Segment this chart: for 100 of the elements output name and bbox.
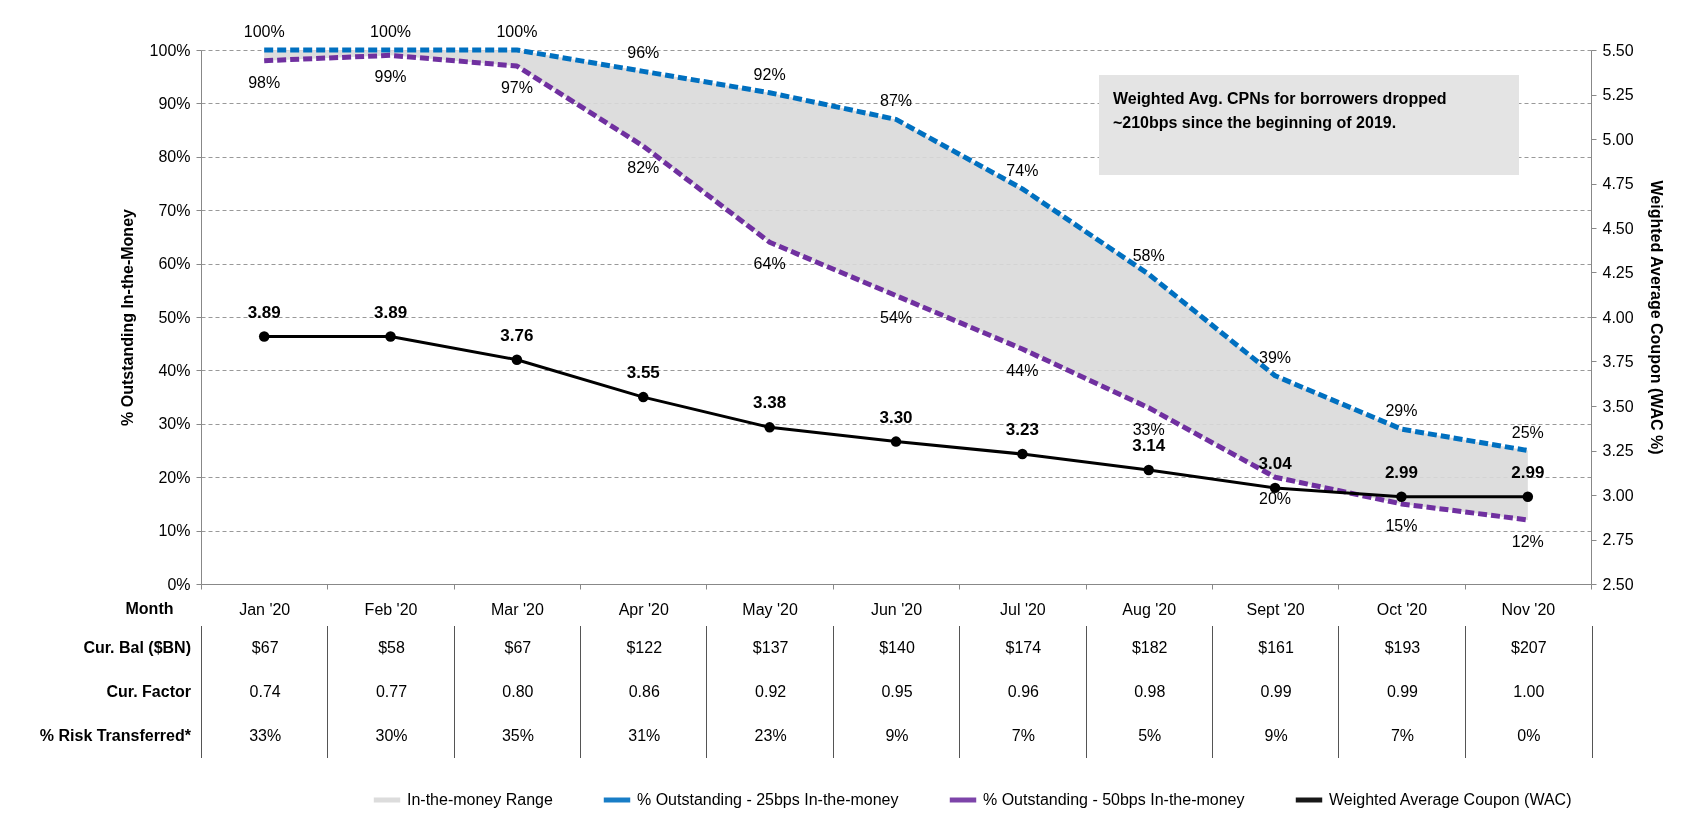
data-label: 74%	[1006, 161, 1039, 179]
data-label: 29%	[1385, 402, 1418, 420]
text: 5%	[1085, 714, 1213, 758]
data-label: 3.04	[1258, 453, 1293, 473]
y2-tick-label: 5.25	[1602, 86, 1634, 103]
legend-label: % Outstanding - 25bps In-the-money	[637, 791, 899, 808]
point	[258, 331, 270, 342]
y2-tick-label: 5.50	[1602, 41, 1634, 59]
text: 23%	[706, 714, 834, 758]
data-label: 99%	[374, 68, 407, 86]
x-tick-label: Jun '20	[870, 600, 923, 618]
y-tick-label: 40%	[158, 361, 191, 379]
point	[764, 422, 775, 433]
y2-tick-label: 3.50	[1602, 397, 1634, 415]
text: 0.92	[706, 670, 834, 714]
point	[385, 331, 396, 342]
data-label: 58%	[1132, 247, 1165, 265]
text: $137	[706, 626, 834, 670]
data-label: 100%	[496, 23, 538, 40]
text: $193	[1338, 626, 1466, 670]
text: 33%	[201, 714, 329, 758]
data-label: 87%	[879, 92, 913, 110]
data-label: 97%	[500, 79, 533, 97]
note-box: Weighted Avg. CPNs for borrowers dropped ~210bps since the beginning of 2019.	[1098, 75, 1519, 175]
y-tick-label: 80%	[158, 148, 191, 166]
x-axis-title: Month	[125, 599, 174, 617]
y2-tick-label: 4.50	[1602, 219, 1634, 237]
y2-axis-title: Weighted Average Coupon (WAC %)	[1647, 180, 1665, 455]
text: 0.86	[580, 670, 708, 714]
text: $122	[580, 626, 708, 670]
point	[1143, 464, 1154, 476]
y-tick-label: 60%	[158, 255, 191, 273]
text: 0.80	[453, 670, 582, 714]
data-label: 15%	[1385, 516, 1418, 534]
x-tick-label: Jan '20	[239, 600, 291, 618]
text: 0.98	[1085, 670, 1213, 714]
data-label: 39%	[1259, 348, 1292, 366]
data-label: 3.89	[247, 302, 281, 322]
data-label: 3.23	[1005, 420, 1039, 440]
y-tick-label: 20%	[158, 468, 191, 486]
data-label: 100%	[370, 23, 412, 40]
data-label: 44%	[1006, 362, 1039, 380]
text: 0.77	[327, 670, 455, 714]
legend-label: % Outstanding - 50bps In-the-money	[983, 791, 1245, 808]
data-label: 64%	[753, 255, 786, 273]
data-label: 92%	[753, 65, 786, 83]
text: $58	[327, 626, 455, 670]
text: Cur. Bal ($BN)	[83, 638, 191, 658]
text: 0%	[1464, 714, 1593, 758]
x-tick-label: Jul '20	[999, 600, 1046, 618]
data-label: 98%	[248, 73, 281, 91]
data-label: 25%	[1511, 423, 1544, 441]
text: % Risk Transferred*	[39, 726, 191, 746]
point	[511, 354, 523, 365]
y-tick-label: 70%	[158, 201, 191, 219]
y-tick-label: 50%	[158, 308, 191, 326]
data-label: 82%	[627, 159, 660, 177]
text: 7%	[1338, 714, 1466, 758]
text: 1.00	[1464, 670, 1593, 714]
y2-tick-label: 2.50	[1602, 575, 1634, 593]
y-tick-label: 30%	[158, 415, 191, 433]
point	[1017, 448, 1028, 460]
text: Cur. Factor	[106, 682, 191, 702]
text: $182	[1085, 626, 1213, 670]
data-label: 96%	[627, 44, 660, 62]
text: 0.74	[201, 670, 329, 714]
legend-label: Weighted Average Coupon (WAC)	[1329, 791, 1572, 808]
point	[1522, 491, 1534, 503]
point	[890, 436, 902, 447]
text: 0.95	[832, 670, 961, 714]
data-label: 12%	[1511, 532, 1544, 550]
text: 31%	[580, 714, 708, 758]
text: $161	[1211, 626, 1340, 670]
text: $67	[453, 626, 582, 670]
y-tick-label: 0%	[167, 575, 191, 593]
y-tick-label: 90%	[158, 94, 191, 112]
data-label: 3.55	[626, 363, 660, 383]
data-label: 100%	[243, 23, 285, 40]
data-label: 3.89	[374, 302, 408, 322]
x-tick-label: Oct '20	[1376, 600, 1428, 618]
x-tick-label: May '20	[742, 600, 798, 618]
point	[638, 391, 649, 403]
text: 0.99	[1338, 670, 1466, 714]
data-label: 3.38	[753, 393, 787, 413]
text: 0.96	[959, 670, 1087, 714]
y2-tick-label: 3.00	[1602, 486, 1634, 504]
data-label: 54%	[879, 308, 913, 326]
data-label: 3.30	[879, 407, 913, 427]
y2-tick-label: 2.75	[1602, 531, 1634, 548]
x-tick-label: Aug '20	[1122, 600, 1177, 618]
x-tick-label: Feb '20	[364, 600, 418, 618]
y-tick-label: 100%	[149, 41, 191, 59]
text: 30%	[327, 714, 455, 758]
text: 35%	[453, 714, 582, 758]
text: 0.99	[1211, 670, 1340, 714]
text: 7%	[959, 714, 1087, 758]
y2-tick-label: 4.00	[1602, 308, 1634, 326]
data-label: 3.14	[1132, 436, 1166, 456]
data-label: 2.99	[1511, 462, 1545, 482]
data-label: 20%	[1259, 490, 1292, 508]
